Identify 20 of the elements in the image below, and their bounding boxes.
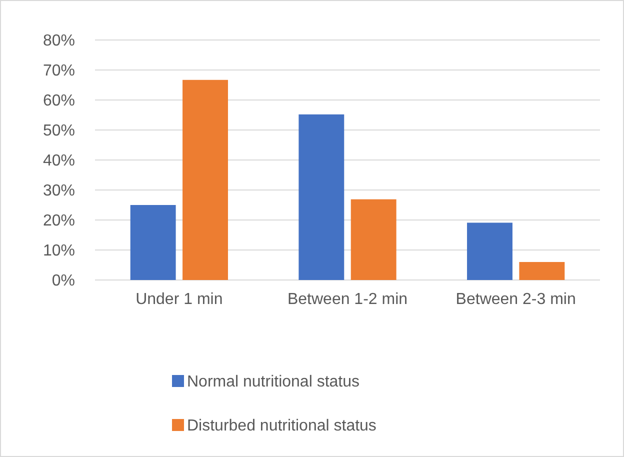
y-tick-label: 20% — [42, 212, 75, 230]
bar — [519, 262, 565, 280]
y-tick-label: 0% — [52, 272, 75, 290]
legend-label: Disturbed nutritional status — [187, 418, 376, 435]
y-tick-label: 60% — [42, 92, 75, 110]
x-tick-label: Between 2-3 min — [456, 291, 576, 308]
bar — [182, 80, 228, 280]
y-tick-label: 40% — [42, 152, 75, 170]
y-tick-label: 70% — [42, 62, 75, 80]
bar — [298, 114, 344, 280]
bar — [350, 199, 396, 280]
bar — [467, 222, 512, 280]
y-tick-label: 10% — [42, 242, 75, 260]
y-tick-label: 30% — [42, 182, 75, 200]
y-tick-label: 80% — [42, 32, 75, 50]
x-tick-label: Between 1-2 min — [287, 291, 408, 308]
bar — [130, 205, 176, 280]
x-tick-label: Under 1 min — [136, 291, 223, 308]
y-tick-label: 50% — [42, 122, 75, 140]
legend-label: Normal nutritional status — [187, 374, 360, 391]
